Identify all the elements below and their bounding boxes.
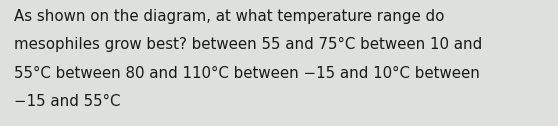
Text: mesophiles grow best? between 55 and 75°C between 10 and: mesophiles grow best? between 55 and 75°… <box>14 37 482 52</box>
Text: As shown on the diagram, at what temperature range do: As shown on the diagram, at what tempera… <box>14 9 444 24</box>
Text: −15 and 55°C: −15 and 55°C <box>14 94 121 109</box>
Text: 55°C between 80 and 110°C between −15 and 10°C between: 55°C between 80 and 110°C between −15 an… <box>14 66 480 81</box>
